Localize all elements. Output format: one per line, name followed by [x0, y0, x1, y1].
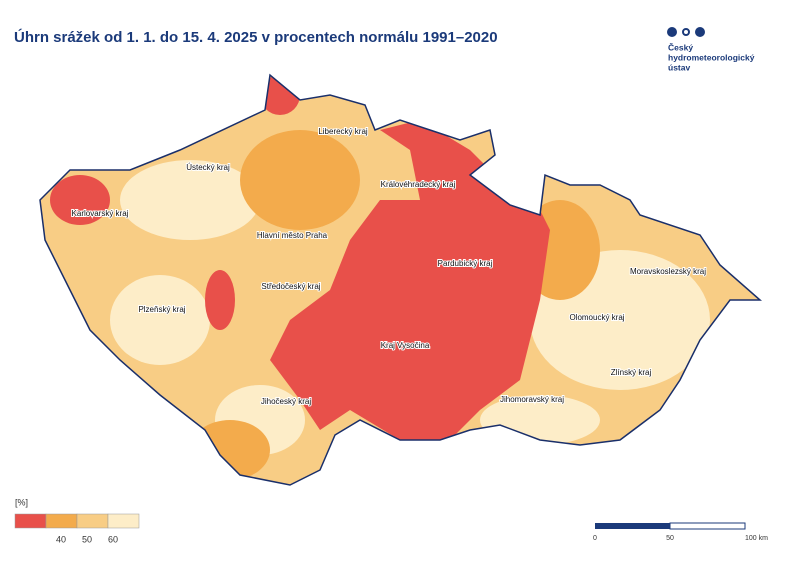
- area-40-50: [190, 420, 270, 480]
- legend-tick: 40: [56, 534, 66, 544]
- title: Úhrn srážek od 1. 1. do 15. 4. 2025 v pr…: [14, 28, 498, 46]
- region-label: Liberecký kraj: [318, 127, 368, 136]
- logo: Český hydrometeorologický ústav: [667, 27, 755, 72]
- legend-unit: [%]: [15, 497, 28, 507]
- area-over-60: [110, 275, 210, 365]
- region-label: Středočeský kraj: [261, 282, 320, 291]
- area-over-60: [120, 160, 260, 240]
- logo-text: Český: [668, 41, 693, 52]
- legend-swatch: [14, 513, 47, 529]
- scale-segment: [595, 523, 670, 529]
- area-under-40: [50, 175, 110, 225]
- legend: 40 50 60: [14, 513, 140, 544]
- region-label: Pardubický kraj: [438, 259, 493, 268]
- region-label: Jihomoravský kraj: [500, 395, 564, 404]
- logo-text: ústav: [668, 62, 690, 72]
- logo-dot: [667, 27, 677, 37]
- legend-swatch: [45, 513, 78, 529]
- scale-bar: 0 50 100 km: [593, 522, 768, 542]
- region-label: Kraj Vysočina: [381, 341, 430, 350]
- legend-tick: 50: [82, 534, 92, 544]
- scale-label: 50: [666, 535, 674, 542]
- region-label: Jihočeský kraj: [261, 397, 311, 406]
- scale-segment: [669, 522, 746, 530]
- region-label: Královéhradecký kraj: [381, 180, 456, 189]
- logo-text: hydrometeorologický: [668, 52, 755, 62]
- region-label: Moravskoslezský kraj: [630, 267, 706, 276]
- region-label: Ústecký kraj: [186, 163, 230, 172]
- precip-map: [40, 75, 760, 485]
- area-40-50: [240, 130, 360, 230]
- legend-swatch: [76, 513, 109, 529]
- region-label: Karlovarský kraj: [72, 209, 129, 218]
- region-label: Hlavní město Praha: [257, 231, 328, 240]
- region-label: Plzeňský kraj: [138, 305, 185, 314]
- area-under-40: [205, 270, 235, 330]
- region-labels: Liberecký kraj Ústecký kraj Královéhradeck…: [71, 126, 708, 407]
- region-label: Zlínský kraj: [611, 368, 652, 377]
- legend-swatch: [107, 513, 140, 529]
- scale-label: 0: [593, 535, 597, 542]
- logo-dot: [695, 27, 705, 37]
- legend-tick: 60: [108, 534, 118, 544]
- scale-label: 100 km: [745, 535, 768, 542]
- region-label: Olomoucký kraj: [569, 313, 624, 322]
- logo-dot: [682, 28, 690, 36]
- area-under-40: [270, 120, 550, 440]
